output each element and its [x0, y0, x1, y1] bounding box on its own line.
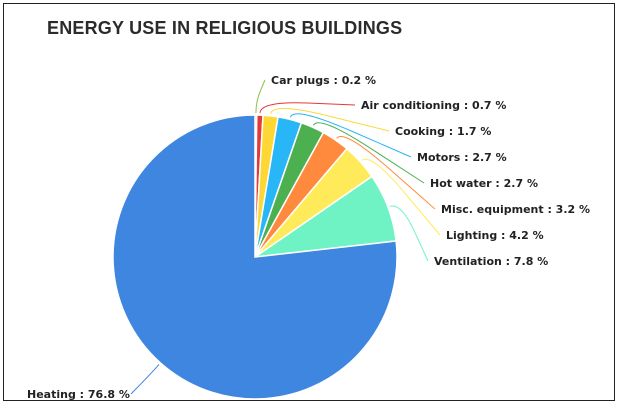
leader-line [361, 158, 441, 236]
leader-line [312, 122, 425, 184]
slice-label: Lighting : 4.2 % [446, 229, 544, 242]
slice-label: Hot water : 2.7 % [430, 177, 538, 190]
leader-line [389, 205, 429, 262]
slice-label: Cooking : 1.7 % [395, 125, 491, 138]
slice-label: Misc. equipment : 3.2 % [441, 203, 590, 216]
slice-label: Air conditioning : 0.7 % [361, 99, 506, 112]
slice-label: Car plugs : 0.2 % [271, 74, 376, 87]
leader-line [130, 364, 160, 395]
leader-line [255, 79, 266, 114]
slice-label: Ventilation : 7.8 % [434, 255, 548, 268]
leader-line [259, 102, 356, 114]
leader-line [270, 107, 390, 132]
pie-slice-heating [112, 114, 398, 400]
chart-title: ENERGY USE IN RELIGIOUS BUILDINGS [47, 18, 403, 38]
leader-line [289, 113, 412, 158]
leader-line [336, 135, 436, 210]
slice-label: Heating : 76.8 % [27, 388, 130, 401]
slice-label: Motors : 2.7 % [417, 151, 507, 164]
